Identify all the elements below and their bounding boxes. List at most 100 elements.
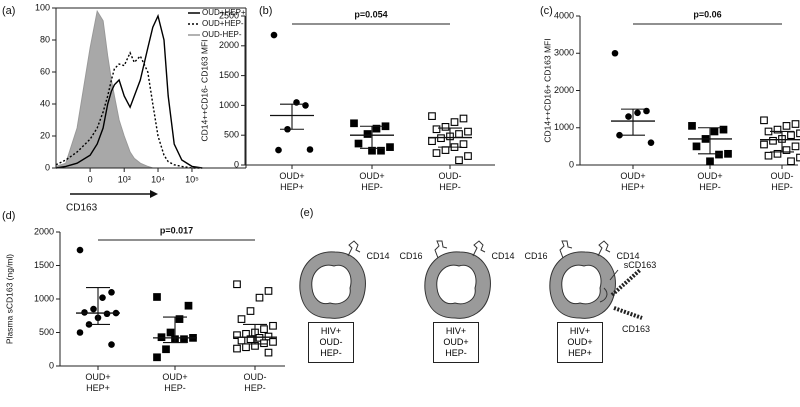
point — [787, 131, 795, 140]
point — [372, 124, 381, 133]
point — [180, 335, 188, 344]
y-tick-label: 20 — [40, 130, 50, 140]
y-tick-label: 0 — [234, 159, 239, 169]
y-tick-label: 4000 — [554, 10, 574, 20]
x-tick-label: 10⁵ — [185, 174, 199, 184]
marker-label: CD14 — [616, 251, 640, 261]
point — [233, 331, 241, 340]
marker-label: CD16 — [399, 251, 423, 261]
point — [175, 315, 184, 323]
y-tick-label: 0 — [569, 159, 574, 169]
x-tick-label: 10⁴ — [151, 174, 165, 184]
point — [441, 146, 450, 154]
cell-nucleus — [311, 264, 352, 305]
panel-label: (d) — [2, 210, 15, 222]
point — [715, 150, 723, 159]
x-tick-label: 10³ — [118, 174, 131, 184]
x-tick-label: OUD+ HEP- — [359, 171, 385, 192]
point — [162, 345, 170, 354]
x-tick-label: OUD+ HEP+ — [85, 372, 111, 393]
y-axis-label: CD14++CD16+ CD163 MFI — [542, 38, 552, 142]
receptor — [347, 240, 361, 257]
panel-label: (e) — [300, 207, 314, 219]
y-tick-label: 1000 — [34, 293, 54, 303]
point — [350, 119, 358, 128]
y-tick-label: 1000 — [219, 100, 239, 110]
cell-nucleus — [561, 264, 602, 305]
point — [428, 112, 436, 120]
x-tick-label: OUD- HEP- — [770, 171, 794, 192]
legend-label: OUD+HEP+ — [202, 8, 246, 17]
point — [76, 246, 84, 254]
diagram-shapes — [299, 240, 643, 320]
marker-label: CD16 — [524, 251, 548, 261]
panel-label: (c) — [540, 5, 553, 17]
line — [55, 13, 203, 169]
point — [269, 338, 277, 346]
point — [455, 156, 463, 165]
point — [242, 343, 250, 352]
y-tick-label: 500 — [39, 327, 54, 337]
x-tick-label: OUD+ HEP+ — [279, 171, 305, 192]
y-tick-label: 100 — [35, 2, 50, 12]
point — [464, 152, 472, 160]
point — [108, 341, 115, 348]
y-axis-label: Plasma sCD163 (ng/ml) — [4, 254, 14, 344]
point — [363, 130, 372, 138]
receptor — [434, 240, 448, 259]
point — [354, 139, 363, 148]
point — [99, 294, 106, 301]
point — [769, 136, 777, 145]
cleaved-receptor — [613, 306, 643, 320]
point — [237, 315, 246, 323]
point — [647, 139, 655, 146]
point — [706, 157, 714, 166]
x-tick-label: 0 — [88, 174, 93, 184]
point — [233, 280, 241, 289]
annotation: p=0.054 — [354, 9, 387, 19]
point — [108, 289, 115, 296]
point — [724, 149, 732, 158]
point — [441, 123, 450, 131]
y-tick-label: 1500 — [219, 70, 239, 80]
y-tick-label: 2500 — [219, 10, 239, 20]
y-tick-label: 2000 — [554, 85, 574, 95]
point — [103, 310, 111, 318]
marker-label: CD14 — [491, 251, 515, 261]
y-tick-label: 1000 — [554, 122, 574, 132]
y-tick-label: 80 — [40, 34, 50, 44]
point — [233, 344, 241, 353]
point — [153, 353, 161, 362]
point — [246, 335, 255, 344]
point — [275, 146, 282, 154]
y-tick-label: 0 — [49, 360, 54, 370]
legend-label: OUD-HEP- — [202, 30, 242, 39]
point — [237, 336, 246, 345]
point — [760, 116, 768, 125]
point — [764, 151, 773, 160]
point — [264, 348, 273, 357]
y-tick-label: 60 — [40, 66, 50, 76]
group-box: HIV+ OUD- HEP- — [308, 322, 354, 363]
point — [428, 137, 436, 146]
point — [153, 293, 161, 301]
point — [796, 129, 800, 138]
group-box: HIV+ OUD+ HEP+ — [557, 322, 603, 363]
receptor — [472, 240, 486, 257]
point — [787, 157, 795, 166]
y-tick-label: 0 — [45, 162, 50, 172]
y-tick-label: 1500 — [34, 260, 54, 270]
panel-label: (b) — [259, 5, 272, 17]
point — [90, 305, 97, 313]
point — [455, 130, 463, 138]
soluble-receptor — [610, 268, 642, 297]
area — [55, 9, 203, 169]
point — [302, 102, 309, 109]
point — [157, 333, 166, 342]
point — [432, 149, 441, 157]
point — [459, 140, 468, 148]
x-tick-label: OUD+ HEP- — [697, 171, 723, 192]
point — [719, 125, 728, 134]
